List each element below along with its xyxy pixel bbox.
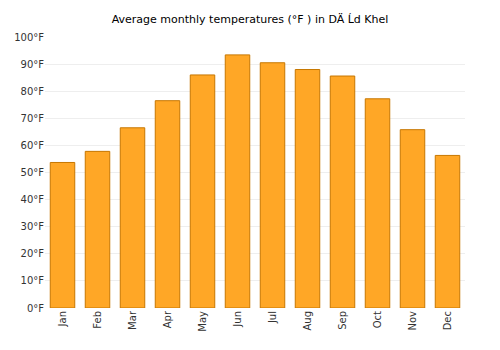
svg-text:Jun: Jun (232, 311, 243, 328)
svg-text:20°F: 20°F (21, 248, 45, 259)
svg-text:70°F: 70°F (21, 113, 45, 124)
svg-text:Average monthly temperatures (: Average monthly temperatures (°F ) in DÄ… (112, 13, 389, 26)
svg-text:Oct: Oct (372, 311, 383, 328)
svg-text:Sep: Sep (337, 311, 348, 330)
svg-text:0°F: 0°F (27, 303, 44, 314)
svg-text:40°F: 40°F (21, 194, 45, 205)
svg-text:Jul: Jul (267, 311, 278, 324)
svg-text:Apr: Apr (162, 310, 173, 328)
svg-text:100°F: 100°F (14, 32, 44, 43)
svg-text:90°F: 90°F (21, 59, 45, 70)
svg-text:50°F: 50°F (21, 167, 45, 178)
svg-text:Dec: Dec (442, 311, 453, 330)
svg-text:May: May (197, 311, 208, 332)
svg-text:10°F: 10°F (21, 275, 45, 286)
svg-text:Nov: Nov (407, 311, 418, 331)
svg-text:80°F: 80°F (21, 86, 45, 97)
svg-text:60°F: 60°F (21, 140, 45, 151)
svg-text:Feb: Feb (92, 311, 103, 329)
svg-text:Jan: Jan (57, 311, 68, 327)
svg-text:Mar: Mar (127, 310, 138, 330)
svg-text:30°F: 30°F (21, 221, 45, 232)
svg-text:Aug: Aug (302, 311, 313, 331)
